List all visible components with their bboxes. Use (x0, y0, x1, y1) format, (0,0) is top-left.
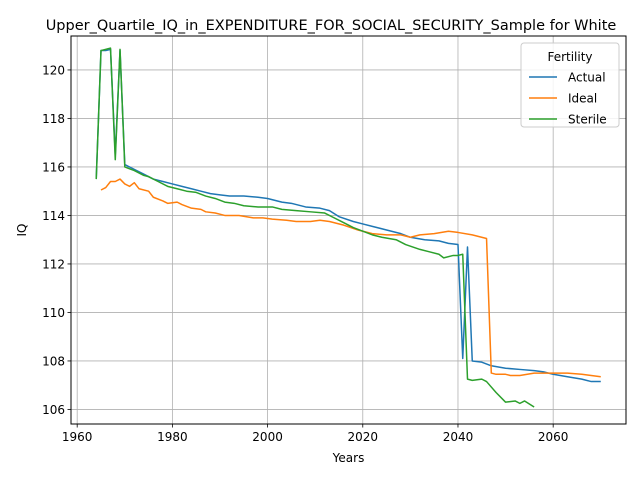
legend-label-actual: Actual (568, 70, 606, 84)
y-tick-label: 116 (42, 160, 65, 174)
legend-title: Fertility (547, 50, 592, 64)
y-tick-label: 112 (42, 257, 65, 271)
y-axis-ticks: 106 108 110 112 114 116 118 120 (42, 63, 71, 417)
legend-box (520, 42, 620, 128)
x-axis-label: Years (332, 451, 365, 465)
y-tick-label: 108 (42, 354, 65, 368)
y-axis-label: IQ (15, 224, 29, 237)
y-tick-label: 110 (42, 306, 65, 320)
legend: Fertility Actual Ideal Sterile (520, 42, 620, 128)
chart-title: Upper_Quartile_IQ_in_EXPENDITURE_FOR_SOC… (46, 18, 617, 34)
series-lines (95, 47, 601, 408)
y-tick-label: 120 (42, 63, 65, 77)
x-tick-label: 2060 (538, 430, 569, 444)
y-tick-label: 114 (42, 209, 65, 223)
series-line-sterile (95, 47, 535, 408)
y-tick-label: 106 (42, 403, 65, 417)
legend-label-ideal: Ideal (568, 91, 597, 105)
y-tick-label: 118 (42, 112, 65, 126)
x-axis-ticks: 1960 1980 2000 2020 2040 2060 (62, 424, 569, 444)
series-line-ideal (100, 178, 601, 378)
x-tick-label: 1980 (157, 430, 188, 444)
legend-label-sterile: Sterile (568, 112, 607, 126)
x-tick-label: 1960 (62, 430, 93, 444)
x-tick-label: 2000 (252, 430, 283, 444)
legend-items: Actual Ideal Sterile (529, 70, 607, 126)
plot-frame (70, 35, 627, 425)
x-tick-label: 2020 (348, 430, 379, 444)
x-tick-label: 2040 (443, 430, 474, 444)
